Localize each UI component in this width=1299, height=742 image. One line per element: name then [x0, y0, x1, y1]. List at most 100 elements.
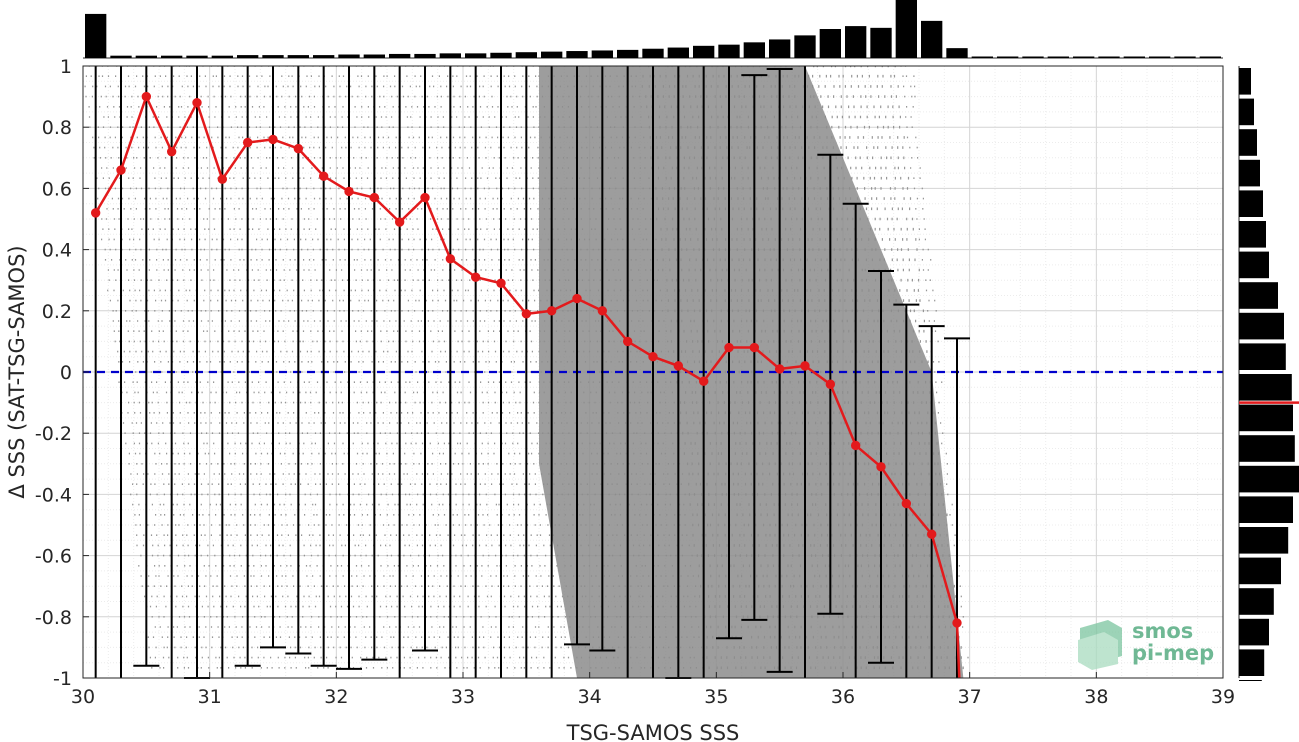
mean-point: [572, 293, 582, 304]
top-histogram-bar: [490, 52, 512, 58]
mean-point: [546, 306, 557, 316]
mean-point: [825, 379, 836, 389]
right-histogram-bar: [1239, 190, 1263, 217]
scatter-points: [462, 66, 533, 669]
right-histogram-bar: [1239, 68, 1251, 95]
top-histogram-bar: [211, 55, 233, 58]
right-histogram-bar: [1239, 404, 1293, 432]
x-tick-label: 38: [1084, 686, 1108, 708]
top-histogram-bar: [895, 0, 917, 58]
top-histogram-bar: [465, 53, 487, 58]
scatter-points: [367, 66, 438, 669]
top-histogram-bar: [743, 42, 765, 58]
scatter-points: [254, 66, 325, 669]
top-histogram-bar: [186, 55, 208, 58]
top-histogram-bar: [541, 51, 563, 58]
top-histogram-bar: [997, 56, 1019, 58]
mean-point: [648, 352, 658, 362]
logo-waves-icon: [1078, 620, 1122, 670]
x-tick-label: 31: [198, 686, 222, 708]
mean-point: [344, 186, 354, 197]
top-histogram-bar: [262, 55, 284, 58]
mean-point: [521, 309, 532, 319]
y-tick-label: -0.8: [35, 607, 72, 629]
scatter-points: [115, 66, 185, 669]
right-histogram-bar: [1239, 465, 1299, 493]
mean-point: [166, 146, 177, 157]
scatter-points: [913, 75, 916, 98]
right-histogram-bar: [1239, 374, 1292, 401]
y-tick-label: -0.4: [35, 484, 72, 506]
mean-point: [445, 254, 456, 264]
top-histogram-bar: [971, 56, 993, 58]
right-histogram-bar: [1239, 221, 1266, 248]
top-histogram-bar: [338, 54, 360, 58]
top-histogram-bar: [718, 44, 740, 58]
right-histogram-bar: [1239, 129, 1257, 156]
x-tick-label: 30: [71, 686, 95, 708]
mean-point: [952, 618, 962, 628]
top-histogram-bar: [794, 35, 816, 58]
scatter-dense-region: [539, 66, 964, 678]
mean-point: [496, 278, 506, 288]
top-histogram-bar: [135, 55, 157, 58]
top-histogram-bar: [769, 39, 791, 58]
y-tick-label: 0.4: [42, 240, 72, 262]
top-histogram-bar: [693, 45, 715, 58]
mean-point: [217, 174, 228, 184]
scatter-points: [96, 66, 165, 669]
scatter-points: [272, 66, 343, 669]
scatter-points: [450, 66, 522, 669]
right-histogram-bar: [1239, 496, 1293, 523]
scatter-points: [480, 66, 552, 669]
mean-point: [876, 462, 886, 472]
top-histogram-bar: [667, 47, 689, 58]
mean-point: [901, 498, 912, 509]
mean-point: [622, 336, 633, 347]
scatter-cloud: [84, 66, 969, 678]
x-tick-label: 35: [704, 686, 728, 708]
top-histogram: [83, 0, 1223, 59]
scatter-points: [456, 66, 525, 669]
right-histogram-bar: [1239, 312, 1284, 340]
mean-point: [749, 342, 760, 353]
mean-point: [800, 361, 810, 371]
mean-point: [369, 192, 380, 203]
mean-point: [470, 272, 481, 282]
top-histogram-bar: [287, 55, 309, 58]
right-histogram-bar: [1239, 343, 1286, 370]
scatter-points: [286, 66, 355, 669]
mean-line: [94, 93, 961, 678]
mean-point: [192, 98, 202, 108]
smos-pimep-logo: smos pi-mep: [1078, 619, 1214, 670]
mean-point: [420, 192, 430, 203]
top-histogram-bar: [85, 13, 107, 59]
top-histogram-bar: [566, 51, 588, 58]
top-histogram-bar: [389, 53, 411, 58]
scatter-points: [430, 66, 501, 669]
y-tick-label: 0.2: [42, 301, 72, 323]
top-histogram-bar: [642, 48, 664, 58]
y-tick-label: -1: [53, 668, 72, 690]
mean-point: [318, 171, 329, 181]
mean-point: [293, 143, 304, 154]
scatter-points: [335, 66, 405, 669]
logo-text-line1: smos: [1132, 619, 1193, 643]
top-histogram-bar: [1022, 56, 1044, 58]
x-tick-label: 32: [324, 686, 348, 708]
scatter-points: [101, 66, 173, 669]
top-histogram-bar: [439, 53, 461, 58]
right-histogram-bar: [1239, 527, 1289, 554]
y-tick-label: 0.8: [42, 117, 72, 139]
scatter-points: [348, 66, 420, 669]
right-histogram-bar: [1239, 557, 1281, 585]
scatter-points: [900, 66, 969, 659]
scatter-points: [172, 66, 242, 669]
top-histogram-bar: [617, 49, 639, 58]
mean-series: [90, 91, 962, 678]
x-tick-label: 36: [831, 686, 855, 708]
top-histogram-bar: [1047, 56, 1069, 58]
mean-point: [850, 440, 861, 451]
mean-point: [926, 529, 937, 539]
y-axis-title: Δ SSS (SAT-TSG-SAMOS): [5, 245, 29, 498]
